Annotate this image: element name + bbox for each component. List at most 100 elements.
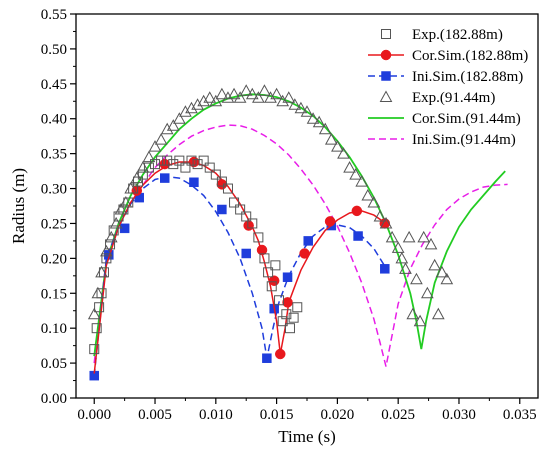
data-point <box>100 244 113 257</box>
data-point <box>252 91 265 103</box>
data-point <box>282 272 293 282</box>
legend-item: Ini.Sim.(182.88m) <box>368 69 523 85</box>
data-point <box>264 91 277 103</box>
data-point <box>142 150 156 163</box>
series-6 <box>93 124 508 367</box>
data-point <box>180 162 191 173</box>
data-point <box>440 272 454 285</box>
data-point <box>288 312 299 323</box>
data-point <box>300 105 314 117</box>
data-point <box>247 218 258 229</box>
data-point <box>243 220 254 231</box>
data-point <box>186 155 197 166</box>
data-point <box>277 316 288 327</box>
y-tick-label: 0.30 <box>41 182 67 198</box>
data-point <box>399 262 412 274</box>
x-tick-label: 0.010 <box>199 407 233 423</box>
x-tick-label: 0.035 <box>503 407 537 423</box>
y-tick-label: 0.15 <box>41 286 67 302</box>
data-point <box>435 265 449 278</box>
legend-label: Exp.(91.44m) <box>412 90 495 106</box>
data-point <box>96 288 107 299</box>
legend-item: Cor.Sim.(91.44m) <box>368 111 521 127</box>
data-point <box>256 244 268 256</box>
series-line <box>93 93 506 357</box>
legend-label: Ini.Sim.(182.88m) <box>412 69 523 85</box>
legend: Exp.(182.88m) Cor.Sim.(182.88m) Ini.Sim.(1… <box>368 27 528 148</box>
data-point <box>373 209 387 222</box>
axes: 0.000 0.005 0.010 0.015 0.020 0.025 0.030 0.035… <box>41 7 539 423</box>
series-line <box>93 175 387 376</box>
data-point <box>367 195 381 208</box>
data-point <box>217 204 227 215</box>
y-tick-label: 0.45 <box>41 77 67 93</box>
y-tick-label: 0.25 <box>41 216 67 232</box>
data-point <box>229 197 240 208</box>
data-point <box>275 348 286 360</box>
data-point <box>221 91 235 103</box>
data-point <box>160 173 170 183</box>
data-point <box>270 260 281 271</box>
data-point <box>282 297 293 308</box>
data-point <box>421 286 434 299</box>
data-point <box>395 251 409 264</box>
data-point <box>192 159 203 170</box>
data-point <box>204 162 215 173</box>
data-point <box>282 91 296 103</box>
data-point <box>281 309 292 320</box>
data-point <box>276 94 290 107</box>
series-1 <box>89 155 303 355</box>
y-tick-label: 0.55 <box>41 7 67 23</box>
data-point <box>215 87 229 100</box>
data-point <box>98 267 109 278</box>
series-4 <box>87 84 454 327</box>
data-point <box>179 105 192 117</box>
data-point <box>174 155 185 166</box>
data-point <box>109 216 123 229</box>
legend-marker <box>381 71 391 81</box>
data-point <box>150 159 161 170</box>
x-axis-title: Time (s) <box>278 427 335 446</box>
data-point <box>89 344 100 355</box>
x-tick-label: 0.030 <box>442 407 476 423</box>
data-point <box>288 98 302 110</box>
data-point <box>406 307 420 320</box>
legend-label: Cor.Sim.(91.44m) <box>412 111 521 127</box>
data-point <box>337 147 350 159</box>
data-point <box>424 237 438 250</box>
x-tick-label: 0.020 <box>321 407 355 423</box>
legend-item: Exp.(182.88m) <box>381 27 503 43</box>
data-point <box>253 232 264 243</box>
legend-marker <box>381 29 391 39</box>
legend-label: Ini.Sim.(91.44m) <box>412 132 516 148</box>
data-point <box>160 122 174 135</box>
data-point <box>143 162 154 173</box>
data-point <box>355 175 369 187</box>
data-point <box>159 158 171 170</box>
data-point <box>294 101 308 114</box>
data-point <box>168 159 179 170</box>
data-point <box>318 122 332 135</box>
data-point <box>227 87 241 100</box>
data-point <box>266 281 277 292</box>
data-point <box>361 188 375 201</box>
data-point <box>299 248 310 259</box>
data-point <box>154 133 168 145</box>
legend-marker <box>379 90 393 102</box>
data-point <box>245 87 259 100</box>
data-point <box>239 84 253 96</box>
data-point <box>148 140 162 152</box>
data-point <box>197 94 211 107</box>
data-point <box>343 161 356 173</box>
legend-marker <box>380 49 392 61</box>
data-point <box>216 176 227 187</box>
data-point <box>198 155 209 166</box>
data-point <box>130 171 144 184</box>
data-point <box>391 241 405 253</box>
data-point <box>123 197 134 208</box>
data-point <box>235 204 246 215</box>
data-point <box>417 230 431 243</box>
x-tick-label: 0.015 <box>260 407 294 423</box>
y-tick-label: 0.05 <box>41 356 67 372</box>
x-tick-label: 0.000 <box>77 407 111 423</box>
